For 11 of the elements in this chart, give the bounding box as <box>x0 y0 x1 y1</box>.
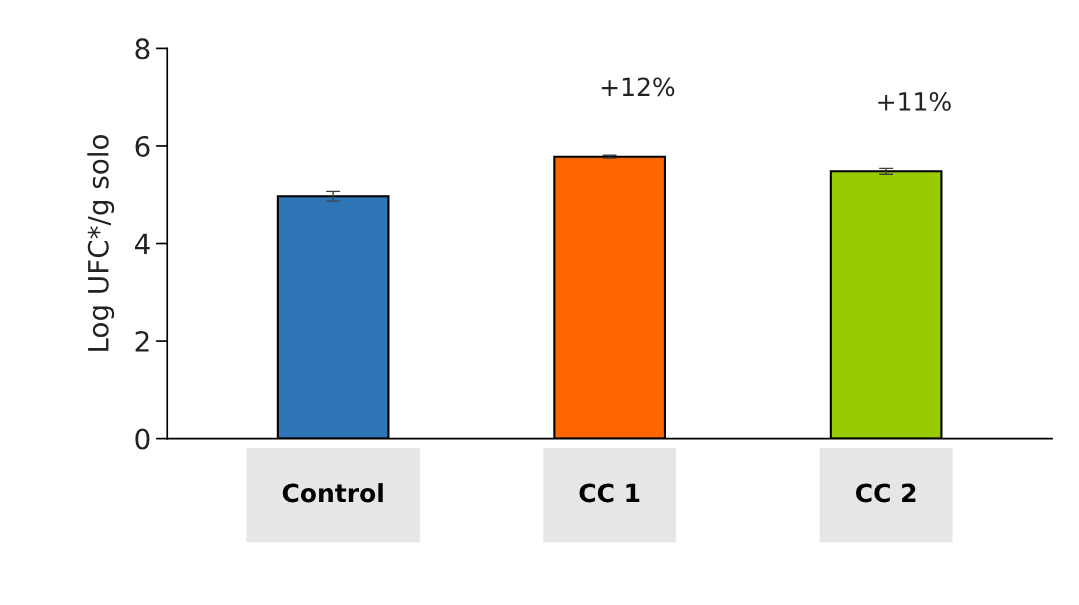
y-tick-label: 4 <box>134 233 150 255</box>
y-tick-label: 2 <box>135 331 149 352</box>
y-tick-label: 8 <box>135 38 150 60</box>
annotation: +12% <box>601 77 675 97</box>
x-tick-label: CC 1 <box>579 483 640 503</box>
x-tick-label: Control <box>282 483 383 503</box>
y-tick-label: 6 <box>135 135 150 157</box>
x-tick-label: CC 2 <box>855 483 916 503</box>
y-tick-label: 0 <box>135 428 150 450</box>
annotation: +11% <box>878 92 951 111</box>
y-axis-title: Log UFC*/g solo <box>87 135 115 351</box>
